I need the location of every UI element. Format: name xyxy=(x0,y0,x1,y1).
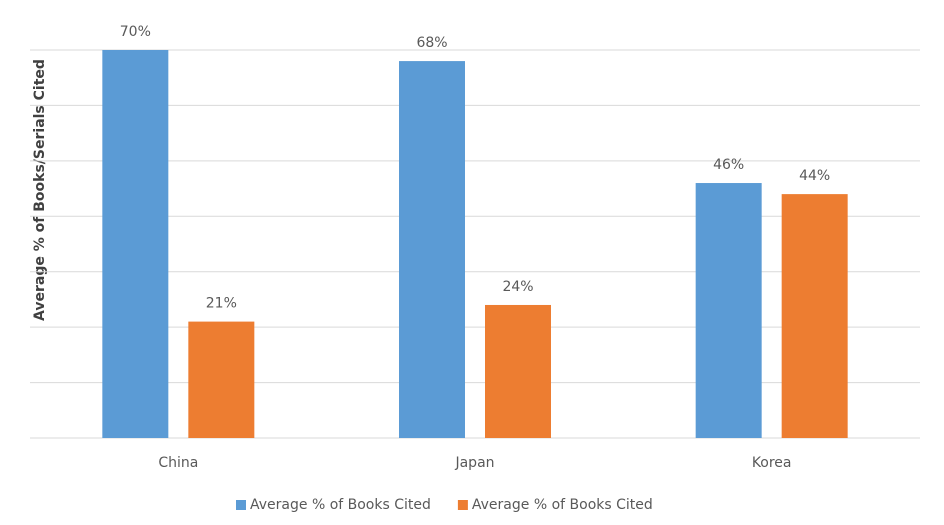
value-label: 68% xyxy=(416,35,447,51)
value-label: 24% xyxy=(502,279,533,295)
bar xyxy=(399,61,465,438)
x-tick-label: Korea xyxy=(752,455,792,471)
value-label: 46% xyxy=(713,157,744,173)
legend-label: Average % of Books Cited xyxy=(250,497,431,513)
bar xyxy=(695,183,762,438)
legend-swatch xyxy=(236,500,246,510)
bar xyxy=(485,304,551,438)
legend-label: Average % of Books Cited xyxy=(472,497,653,513)
bar xyxy=(781,194,848,438)
bar xyxy=(188,321,255,438)
x-tick-label: Japan xyxy=(454,455,494,471)
value-label: 44% xyxy=(799,168,830,184)
value-label: 21% xyxy=(206,296,237,312)
x-tick-label: China xyxy=(158,455,198,471)
legend-swatch xyxy=(457,500,468,510)
value-label: 70% xyxy=(120,24,151,40)
bar xyxy=(102,50,169,438)
y-axis-title: Average % of Books/Serials Cited xyxy=(32,59,48,321)
